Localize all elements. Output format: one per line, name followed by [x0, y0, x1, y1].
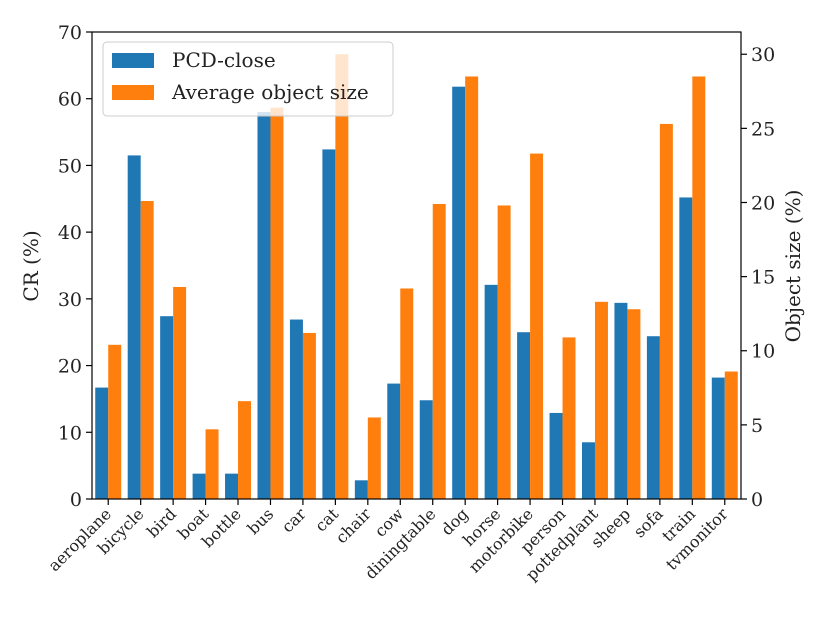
bar-average-object-size-dog [465, 76, 479, 499]
bar-average-object-size-diningtable [432, 203, 446, 499]
bar-average-object-size-sheep [627, 309, 641, 499]
bar-pcd-close-pottedplant [581, 442, 595, 499]
bar-pcd-close-train [679, 197, 693, 500]
bar-pcd-close-bus [257, 112, 271, 500]
bar-average-object-size-cat [335, 54, 349, 499]
bar-pcd-close-bottle [225, 473, 239, 499]
bar-average-object-size-pottedplant [594, 301, 608, 499]
axes [91, 31, 742, 500]
bar-pcd-close-boat [192, 473, 206, 499]
x-tick-label-car: car [278, 504, 310, 536]
legend-frame [102, 41, 394, 117]
left-tick-label: 50 [58, 155, 82, 177]
legend-label-pcd-close: PCD-close [172, 48, 276, 72]
x-tick-label-chair: chair [332, 504, 375, 547]
legend: PCD-close Average object size [102, 41, 394, 117]
left-tick-label: 10 [58, 422, 82, 444]
bar-pcd-close-chair [354, 480, 368, 499]
bar-average-object-size-sofa [659, 123, 673, 500]
right-tick-label: 15 [751, 267, 775, 289]
right-axis-ticks: 0 5 10 15 20 25 30 [741, 44, 775, 511]
bar-pcd-close-cow [387, 383, 401, 499]
legend-label-average-object-size: Average object size [171, 80, 369, 104]
x-tick-label-bird: bird [143, 504, 180, 541]
left-tick-label: 40 [58, 222, 82, 244]
bar-pcd-close-motorbike [517, 332, 531, 499]
bar-average-object-size-boat [205, 429, 219, 499]
right-tick-label: 20 [751, 192, 775, 214]
bar-pcd-close-sheep [614, 302, 628, 499]
bar-pcd-close-horse [484, 284, 498, 499]
bar-average-object-size-motorbike [530, 153, 544, 500]
bar-pcd-close-person [549, 412, 563, 499]
bar-average-object-size-car [302, 332, 316, 499]
bar-average-object-size-bird [173, 286, 187, 499]
right-tick-label: 5 [751, 415, 763, 437]
bar-average-object-size-bicycle [140, 201, 154, 499]
bar-average-object-size-cow [400, 288, 414, 499]
bar-pcd-close-dog [452, 86, 466, 499]
bar-average-object-size-aeroplane [108, 344, 122, 499]
bar-pcd-close-cat [322, 149, 336, 499]
left-axis-label: CR (%) [19, 230, 43, 301]
left-tick-label: 30 [58, 289, 82, 311]
bar-average-object-size-horse [497, 205, 511, 499]
bar-pcd-close-bird [160, 316, 174, 499]
legend-swatch-average-object-size [112, 85, 154, 100]
right-tick-label: 0 [751, 489, 763, 511]
bar-average-object-size-tvmonitor [724, 371, 738, 499]
right-tick-label: 25 [751, 118, 775, 140]
bar-pcd-close-tvmonitor [711, 377, 725, 499]
bar-pcd-close-car [289, 319, 303, 499]
right-axis-label: Object size (%) [781, 190, 805, 343]
bar-pcd-close-sofa [646, 336, 660, 499]
bar-pcd-close-aeroplane [95, 387, 109, 499]
right-tick-label: 30 [751, 44, 775, 66]
left-tick-label: 20 [58, 356, 82, 378]
series-pcd-close [95, 86, 725, 500]
bar-pcd-close-bicycle [127, 155, 141, 499]
series-average-object-size [108, 54, 738, 500]
left-tick-label: 0 [70, 489, 82, 511]
bar-average-object-size-chair [367, 417, 381, 499]
left-tick-label: 60 [58, 89, 82, 111]
bar-average-object-size-person [562, 337, 576, 499]
bar-average-object-size-bottle [238, 401, 252, 499]
left-axis-ticks: 0 10 20 30 40 50 60 70 [58, 22, 92, 511]
x-tick-label-bus: bus [244, 504, 278, 538]
plot-frame [91, 31, 742, 500]
right-tick-label: 10 [751, 341, 775, 363]
bar-pcd-close-diningtable [419, 400, 433, 499]
bar-average-object-size-train [692, 76, 706, 499]
left-tick-label: 70 [58, 22, 82, 44]
legend-swatch-pcd-close [112, 53, 154, 68]
bar-average-object-size-bus [270, 107, 284, 499]
